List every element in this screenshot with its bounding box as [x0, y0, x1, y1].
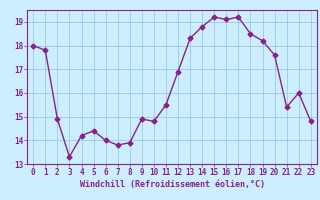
X-axis label: Windchill (Refroidissement éolien,°C): Windchill (Refroidissement éolien,°C)	[79, 180, 265, 189]
